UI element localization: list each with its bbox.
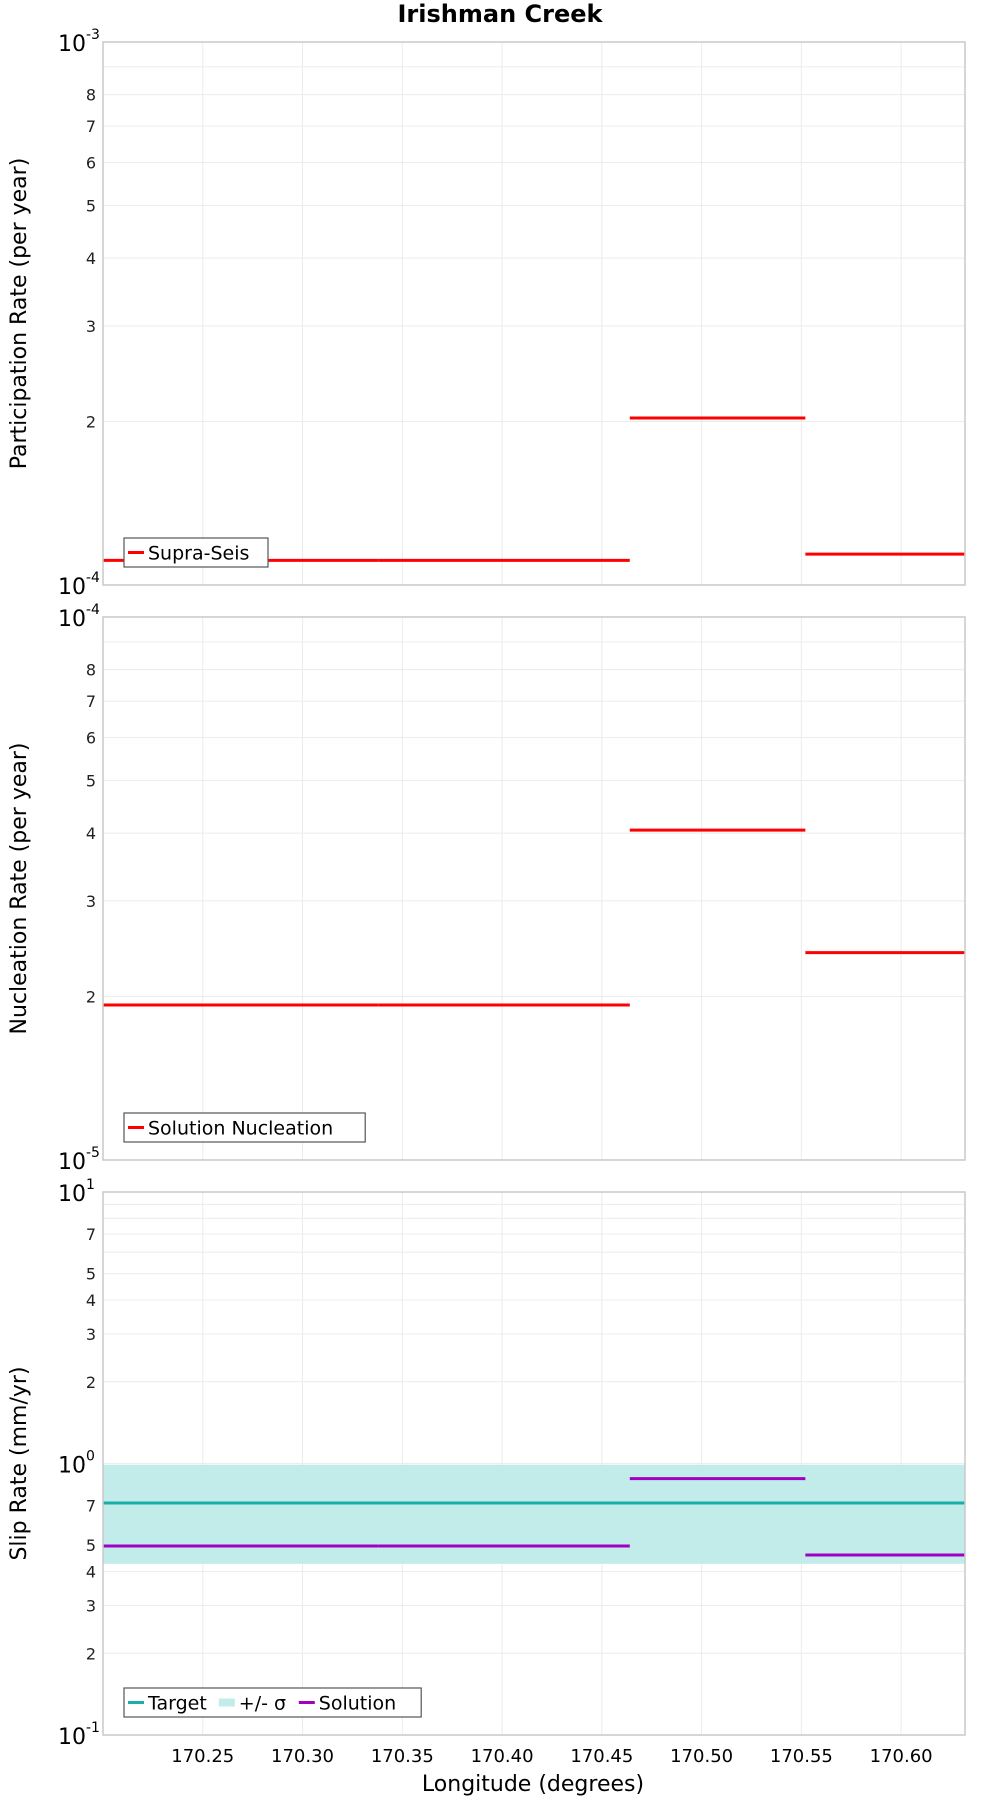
- plot-frame: [102, 1191, 966, 1736]
- legend-swatch-band: [218, 1698, 235, 1707]
- y-tick-label: 7: [86, 1497, 96, 1516]
- y-tick-label: 4: [86, 1563, 96, 1582]
- y-tick-label: 3: [86, 317, 96, 336]
- plot-frame: [102, 41, 966, 586]
- x-tick-label: 170.55: [770, 1746, 833, 1767]
- y-major-tick-exponent: -1: [86, 1720, 100, 1736]
- y-major-tick-base: 10: [58, 1725, 86, 1750]
- y-major-tick-exponent: -4: [86, 570, 100, 586]
- legend-label: Solution Nucleation: [148, 1118, 333, 1140]
- y-tick-label: 6: [86, 153, 96, 172]
- y-tick-label: 3: [86, 892, 96, 911]
- legend-box: [123, 1687, 422, 1718]
- y-major-tick-exponent: -5: [86, 1145, 100, 1161]
- y-tick-label: 5: [86, 1265, 96, 1284]
- y-tick-label: 4: [86, 249, 96, 268]
- x-axis-label: Longitude (degrees): [422, 1772, 644, 1797]
- y-axis-label: Slip Rate (mm/yr): [7, 1366, 32, 1560]
- y-tick-label: 8: [86, 86, 96, 105]
- legend: Supra-Seis: [123, 537, 269, 568]
- y-major-tick-base: 10: [58, 575, 86, 600]
- plot-frame: [102, 616, 966, 1161]
- y-major-tick-exponent: -4: [86, 602, 100, 618]
- y-major-tick: 10 -4: [58, 602, 100, 632]
- y-tick-label: 5: [86, 196, 96, 215]
- y-tick-label: 6: [86, 728, 96, 747]
- legend-label: Solution: [319, 1693, 396, 1715]
- y-tick-label: 2: [86, 988, 96, 1007]
- y-tick-label: 3: [86, 1325, 96, 1344]
- legend-box: [123, 1112, 366, 1143]
- y-major-tick-base: 10: [58, 607, 86, 632]
- y-tick-label: 5: [86, 1536, 96, 1555]
- x-tick-label: 170.50: [670, 1746, 733, 1767]
- y-tick-label: 4: [86, 824, 96, 843]
- legend: Target +/- σ Solution: [123, 1687, 422, 1718]
- legend-label: +/- σ: [239, 1693, 286, 1715]
- y-major-tick-exponent: 0: [86, 1449, 95, 1465]
- y-major-tick: 10 -5: [58, 1145, 100, 1175]
- y-axis-label: Nucleation Rate (per year): [7, 743, 32, 1035]
- y-major-tick-exponent: -3: [86, 27, 100, 43]
- y-major-tick: 10 -4: [58, 570, 100, 600]
- y-tick-label: 7: [86, 1225, 96, 1244]
- legend: Solution Nucleation: [123, 1112, 366, 1143]
- legend-label: Supra-Seis: [148, 543, 249, 565]
- y-axis-label: Participation Rate (per year): [7, 158, 32, 470]
- legend-label: Target: [147, 1693, 207, 1715]
- y-major-tick: 10 0: [58, 1449, 95, 1479]
- x-tick-label: 170.25: [171, 1746, 234, 1767]
- x-tick-label: 170.45: [570, 1746, 633, 1767]
- sigma-band: [103, 1464, 965, 1564]
- y-major-tick-base: 10: [58, 1150, 86, 1175]
- y-major-tick-base: 10: [58, 1454, 86, 1479]
- y-major-tick-base: 10: [58, 1182, 86, 1207]
- y-tick-label: 2: [86, 413, 96, 432]
- y-tick-label: 8: [86, 661, 96, 680]
- y-major-tick: 10 1: [58, 1177, 95, 1207]
- x-tick-label: 170.35: [371, 1746, 434, 1767]
- plot-area: [103, 42, 965, 585]
- y-tick-label: 2: [86, 1373, 96, 1392]
- y-tick-label: 3: [86, 1596, 96, 1615]
- y-tick-label: 5: [86, 771, 96, 790]
- y-tick-label: 2: [86, 1644, 96, 1663]
- y-major-tick-base: 10: [58, 32, 86, 57]
- x-tick-label: 170.40: [471, 1746, 534, 1767]
- x-tick-label: 170.60: [870, 1746, 933, 1767]
- plot-area: [103, 617, 965, 1160]
- y-tick-label: 7: [86, 692, 96, 711]
- y-major-tick: 10 -1: [58, 1720, 100, 1750]
- y-tick-label: 7: [86, 117, 96, 136]
- y-tick-label: 4: [86, 1291, 96, 1310]
- chart-title: Irishman Creek: [398, 0, 604, 28]
- y-major-tick-exponent: 1: [86, 1177, 95, 1193]
- legend-box: [123, 537, 269, 568]
- x-axis: 170.25 170.30 170.35 170.40 170.45 170.50 170.…: [171, 1746, 932, 1767]
- y-major-tick: 10 -3: [58, 27, 100, 57]
- x-tick-label: 170.30: [271, 1746, 334, 1767]
